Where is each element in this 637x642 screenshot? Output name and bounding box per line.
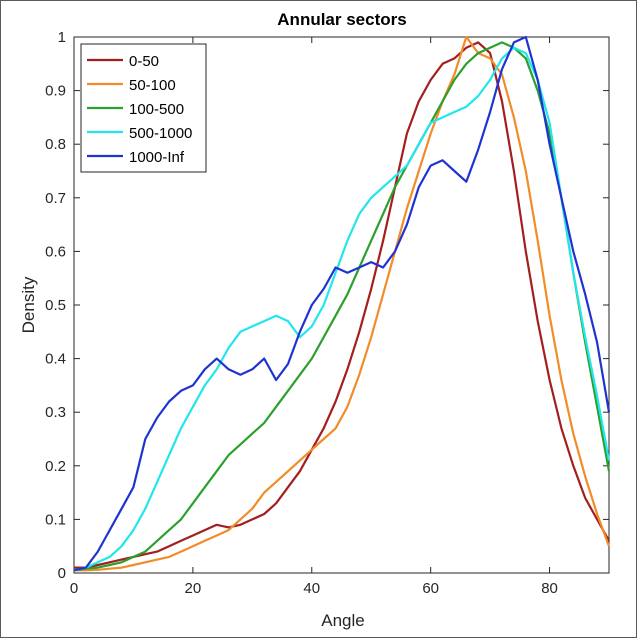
legend: 0-50 50-100 100-500 500-1000 1000-Inf [80, 43, 207, 173]
x-axis-label: Angle [321, 611, 364, 630]
y-tick-label: 0.8 [45, 136, 66, 153]
y-tick-label: 0.7 [45, 190, 66, 207]
y-tick-label: 0.5 [45, 297, 66, 314]
y-tick-label: 0 [58, 565, 66, 582]
legend-label: 50-100 [129, 77, 176, 94]
y-tick-label: 0.4 [45, 351, 66, 368]
y-tick-label: 0.2 [45, 458, 66, 475]
chart-title: Annular sectors [277, 10, 406, 29]
x-tick-label: 60 [422, 580, 439, 597]
series-line-100-500 [73, 41, 611, 572]
x-tick-label: 20 [185, 580, 202, 597]
series-line-500-1000 [73, 46, 611, 572]
legend-label: 500-1000 [129, 125, 192, 142]
x-tick-label: 0 [70, 580, 78, 597]
x-tick-label: 40 [303, 580, 320, 597]
x-tick-label: 80 [541, 580, 558, 597]
legend-label: 0-50 [129, 53, 159, 70]
y-tick-label: 0.9 [45, 83, 66, 100]
legend-label: 1000-Inf [129, 149, 185, 166]
y-tick-label: 1 [58, 29, 66, 46]
series-line-50-100 [74, 35, 611, 572]
legend-label: 100-500 [129, 101, 184, 118]
series-line-0-50 [74, 41, 610, 569]
y-tick-label: 0.1 [45, 511, 66, 528]
series-line-1000-inf [73, 35, 611, 572]
y-tick-label: 0.6 [45, 243, 66, 260]
y-tick-label: 0.3 [45, 404, 66, 421]
y-axis-label: Density [19, 276, 38, 333]
